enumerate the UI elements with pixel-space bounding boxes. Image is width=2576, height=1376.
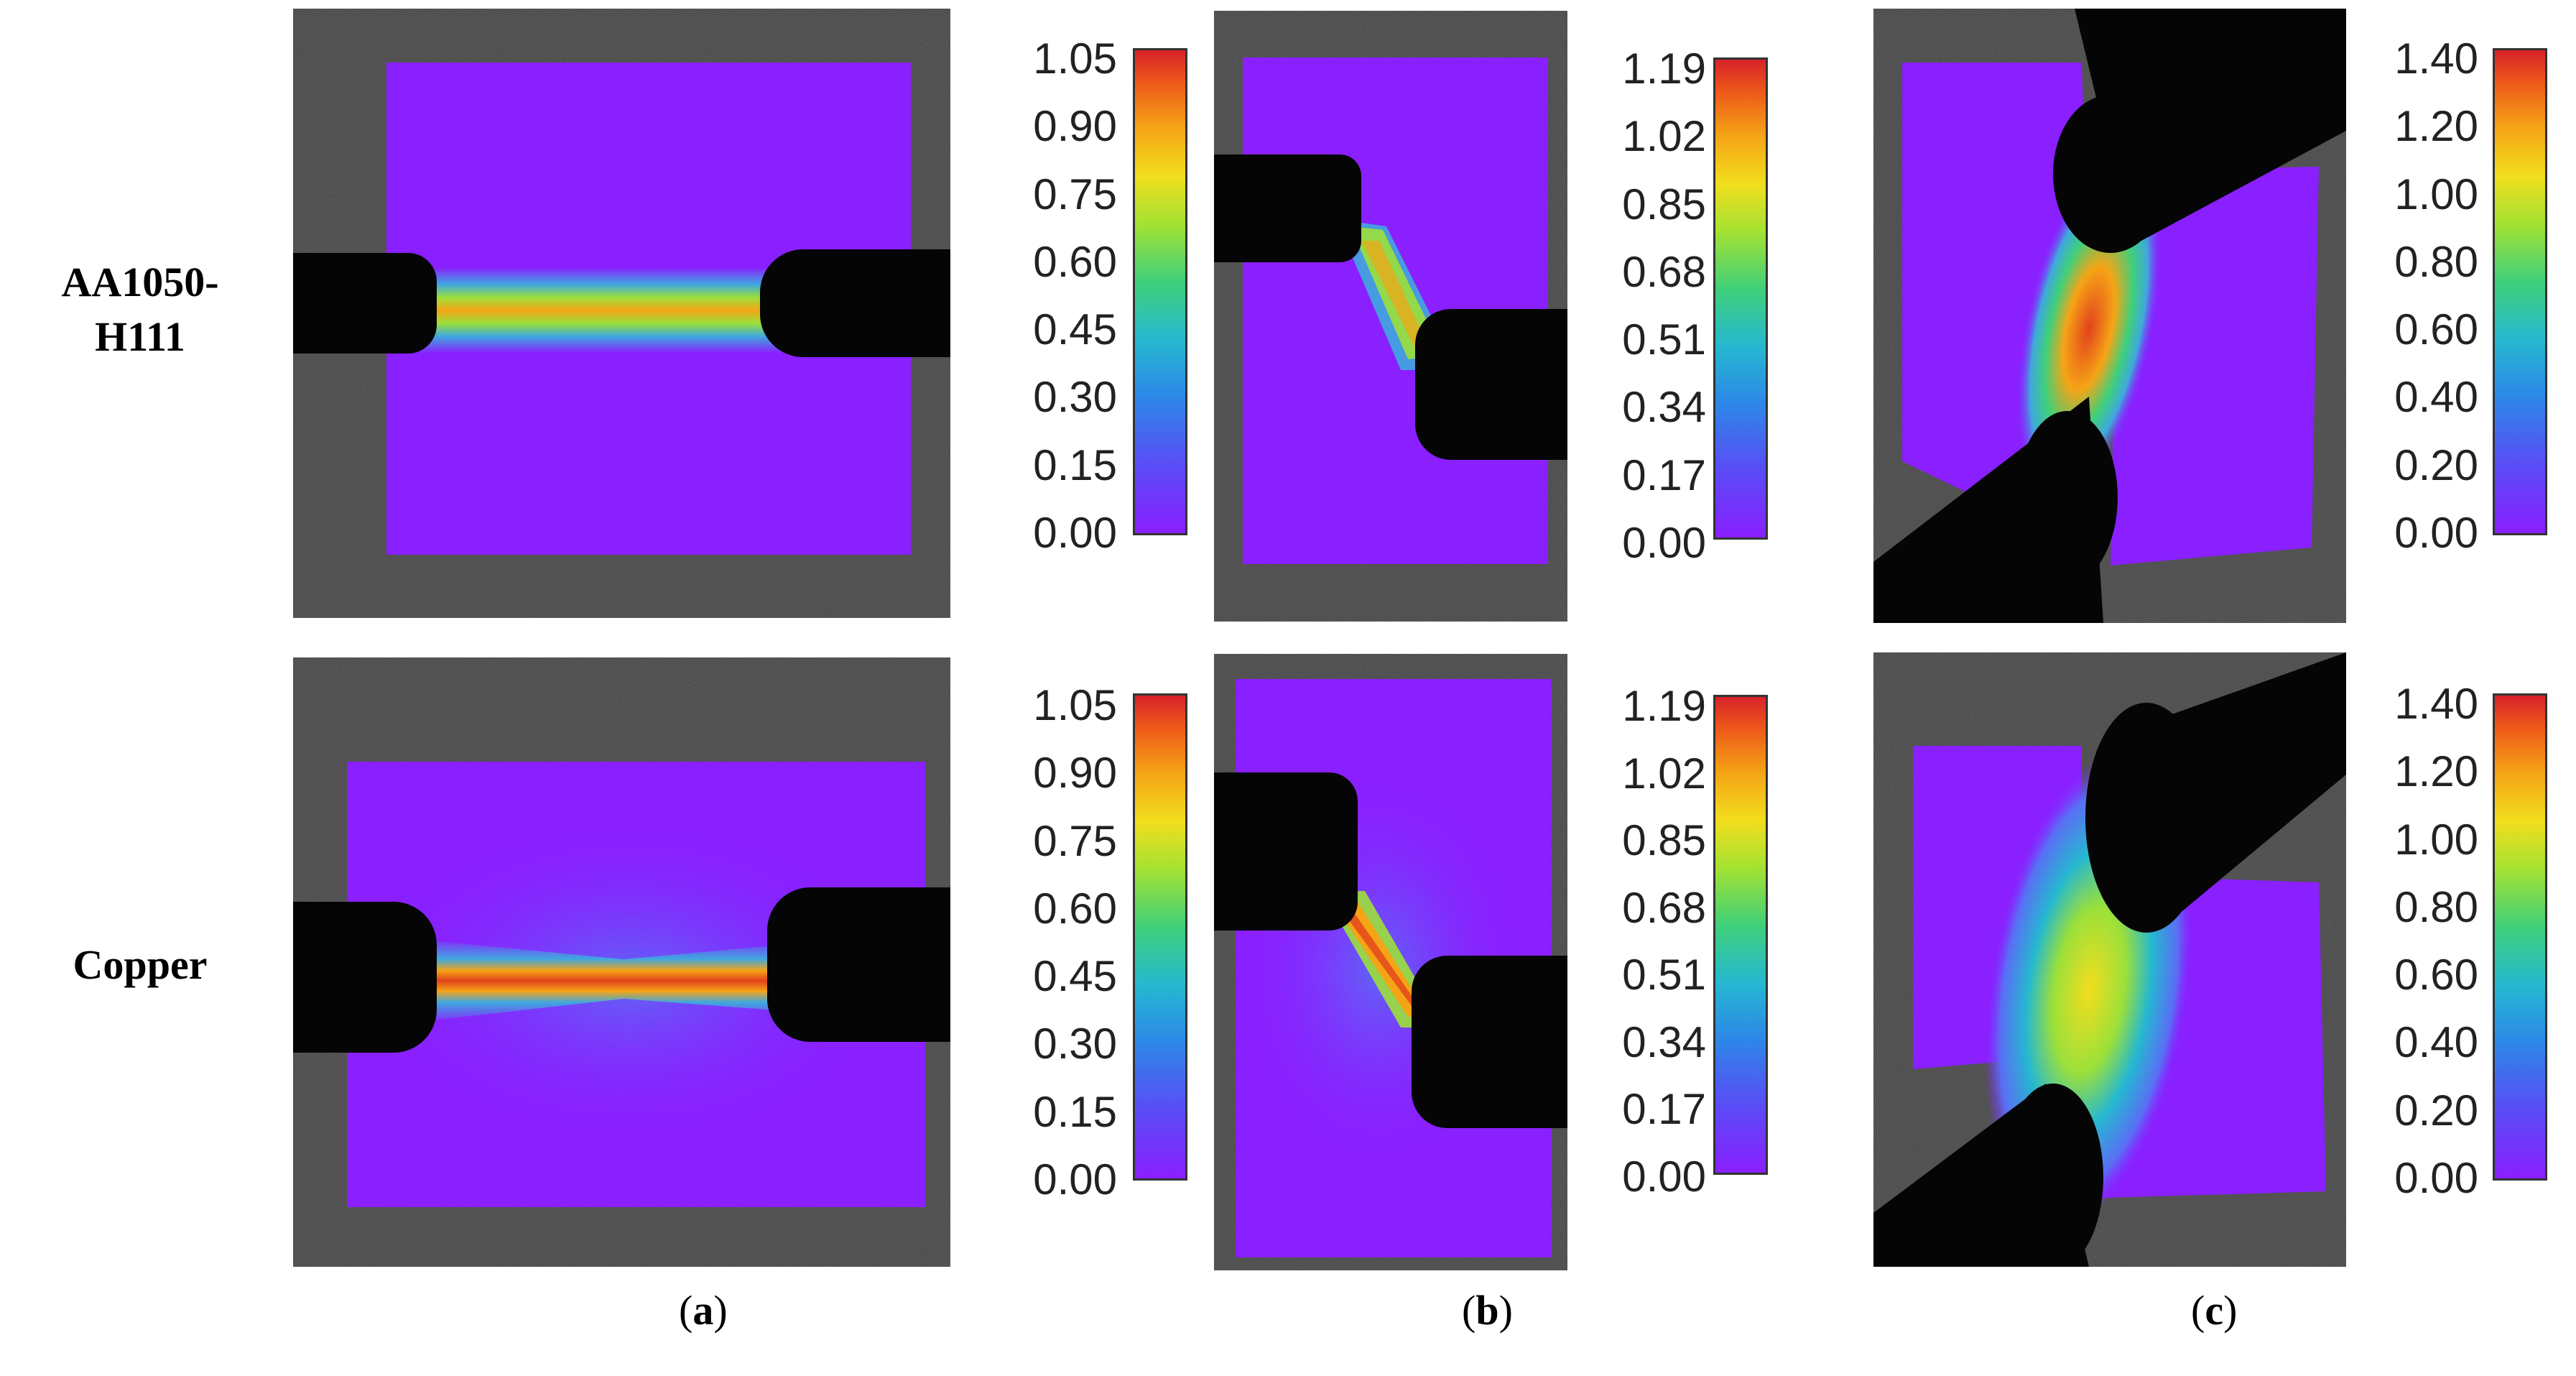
colorbar-tick-label: 0.15 xyxy=(1033,1087,1117,1136)
colorbar-ticks-a-bottom: 1.05 0.90 0.75 0.60 0.45 0.30 0.15 0.00 xyxy=(934,684,1117,1201)
strain-field xyxy=(293,9,950,618)
colorbar-tick-label: 0.75 xyxy=(1033,816,1117,865)
colorbar-tick-label: 0.40 xyxy=(2394,373,2478,422)
colorbar-tick-label: 0.85 xyxy=(1622,816,1706,865)
colorbar-tick-label: 1.40 xyxy=(2394,34,2478,83)
colorbar-tick-label: 0.20 xyxy=(2394,1086,2478,1135)
colorbar-tick-label: 1.40 xyxy=(2394,680,2478,728)
colorbar-tick-label: 0.68 xyxy=(1622,883,1706,932)
strain-field xyxy=(1214,11,1567,622)
caption-c: (c) xyxy=(2191,1286,2237,1334)
colorbar-tick-label: 0.34 xyxy=(1622,383,1706,432)
colorbar-tick-label: 0.15 xyxy=(1033,440,1117,489)
colorbar-tick-label: 0.00 xyxy=(1033,1155,1117,1204)
colorbar-tick-label: 0.20 xyxy=(2394,440,2478,489)
colorbar-tick-label: 1.19 xyxy=(1622,45,1706,93)
row-label-line: H111 xyxy=(95,313,185,360)
caption-letter: a xyxy=(692,1287,714,1334)
colorbar-tick-label: 0.90 xyxy=(1033,749,1117,798)
strain-map-a-aa1050 xyxy=(293,9,950,618)
colorbar-ticks-b-top: 1.19 1.02 0.85 0.68 0.51 0.34 0.17 0.00 xyxy=(1555,47,1706,565)
colorbar-tick-label: 0.80 xyxy=(2394,237,2478,286)
colorbar-tick-label: 0.34 xyxy=(1622,1017,1706,1066)
caption-close: ) xyxy=(1498,1287,1513,1334)
row-label-line: AA1050- xyxy=(61,259,219,305)
caption-open: ( xyxy=(1462,1287,1476,1334)
colorbar-a-bottom xyxy=(1133,693,1187,1181)
colorbar-tick-label: 0.51 xyxy=(1622,315,1706,364)
colorbar-tick-label: 0.30 xyxy=(1033,1020,1117,1068)
caption-close: ) xyxy=(713,1287,728,1334)
colorbar-b-top xyxy=(1713,57,1768,540)
colorbar-tick-label: 1.02 xyxy=(1622,749,1706,798)
colorbar-tick-label: 1.00 xyxy=(2394,815,2478,864)
colorbar-tick-label: 0.90 xyxy=(1033,102,1117,151)
strain-field xyxy=(1214,654,1567,1270)
row-label-copper: Copper xyxy=(0,938,280,992)
colorbar-c-bottom xyxy=(2493,693,2547,1181)
colorbar-tick-label: 1.19 xyxy=(1622,682,1706,730)
strain-field xyxy=(293,657,950,1267)
colorbar-tick-label: 1.20 xyxy=(2394,747,2478,796)
colorbar-tick-label: 0.00 xyxy=(1622,519,1706,567)
row-label-line: Copper xyxy=(73,941,208,988)
colorbar-tick-label: 0.45 xyxy=(1033,305,1117,354)
colorbar-ticks-a-top: 1.05 0.90 0.75 0.60 0.45 0.30 0.15 0.00 xyxy=(934,37,1117,555)
colorbar-tick-label: 0.60 xyxy=(2394,305,2478,354)
colorbar-tick-label: 0.45 xyxy=(1033,952,1117,1001)
colorbar-ticks-b-bottom: 1.19 1.02 0.85 0.68 0.51 0.34 0.17 0.00 xyxy=(1555,685,1706,1199)
colorbar-tick-label: 0.00 xyxy=(1033,509,1117,557)
strain-map-c-copper xyxy=(1873,652,2346,1267)
strain-field xyxy=(1873,9,2346,623)
caption-a: (a) xyxy=(679,1286,728,1334)
colorbar-tick-label: 0.00 xyxy=(2394,1154,2478,1202)
strain-map-b-aa1050 xyxy=(1214,11,1567,622)
caption-open: ( xyxy=(679,1287,693,1334)
strain-map-c-aa1050 xyxy=(1873,9,2346,623)
colorbar-tick-label: 1.00 xyxy=(2394,170,2478,218)
strain-map-a-copper xyxy=(293,657,950,1267)
colorbar-ticks-c-top: 1.40 1.20 1.00 0.80 0.60 0.40 0.20 0.00 xyxy=(2335,37,2478,555)
colorbar-tick-label: 0.40 xyxy=(2394,1018,2478,1067)
colorbar-tick-label: 0.85 xyxy=(1622,180,1706,228)
colorbar-tick-label: 0.00 xyxy=(2394,509,2478,557)
strain-map-b-copper xyxy=(1214,654,1567,1270)
colorbar-tick-label: 0.51 xyxy=(1622,951,1706,999)
colorbar-tick-label: 1.20 xyxy=(2394,102,2478,151)
strain-field xyxy=(1873,652,2346,1267)
colorbar-a-top xyxy=(1133,48,1187,535)
colorbar-tick-label: 0.75 xyxy=(1033,170,1117,218)
colorbar-tick-label: 0.17 xyxy=(1622,1085,1706,1134)
colorbar-tick-label: 0.30 xyxy=(1033,373,1117,422)
colorbar-tick-label: 0.60 xyxy=(2394,951,2478,999)
colorbar-tick-label: 0.17 xyxy=(1622,451,1706,499)
colorbar-tick-label: 1.02 xyxy=(1622,112,1706,161)
caption-b: (b) xyxy=(1462,1286,1513,1334)
colorbar-tick-label: 1.05 xyxy=(1033,34,1117,83)
caption-letter: c xyxy=(2205,1287,2224,1334)
colorbar-c-top xyxy=(2493,48,2547,535)
row-label-aa1050: AA1050- H111 xyxy=(0,255,280,364)
colorbar-tick-label: 0.68 xyxy=(1622,247,1706,296)
colorbar-tick-label: 1.05 xyxy=(1033,681,1117,729)
caption-close: ) xyxy=(2223,1287,2238,1334)
colorbar-b-bottom xyxy=(1713,695,1768,1175)
colorbar-tick-label: 0.80 xyxy=(2394,882,2478,931)
colorbar-ticks-c-bottom: 1.40 1.20 1.00 0.80 0.60 0.40 0.20 0.00 xyxy=(2335,683,2478,1200)
colorbar-tick-label: 0.60 xyxy=(1033,237,1117,286)
colorbar-tick-label: 0.60 xyxy=(1033,884,1117,933)
caption-open: ( xyxy=(2191,1287,2205,1334)
caption-letter: b xyxy=(1475,1287,1499,1334)
colorbar-tick-label: 0.00 xyxy=(1622,1153,1706,1201)
